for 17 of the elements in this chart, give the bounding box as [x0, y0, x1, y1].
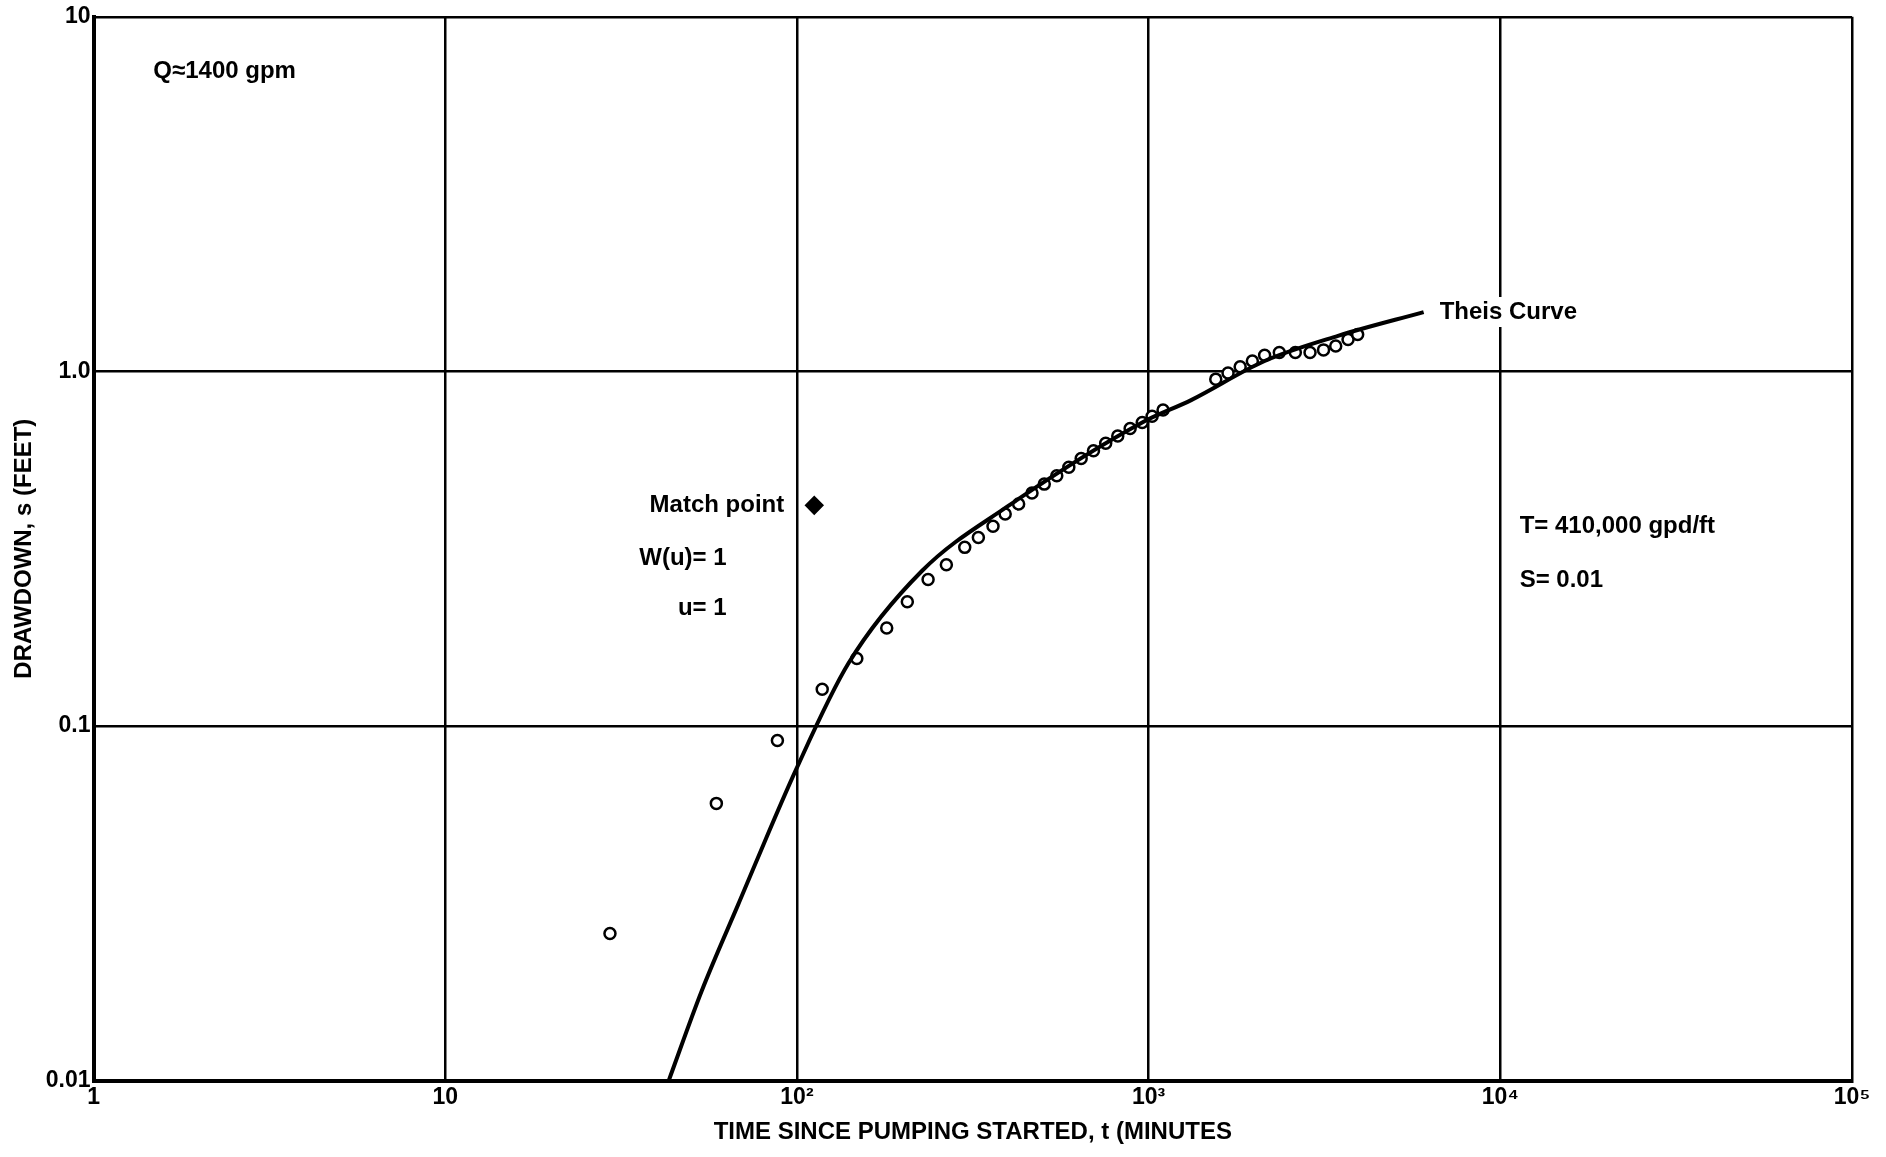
annotation: Q≈1400 gpm	[153, 55, 296, 83]
annotation: S= 0.01	[1519, 565, 1604, 593]
y-axis-title: DRAWDOWN, s (FEET)	[9, 418, 37, 679]
y-tick-label: 1.0	[58, 356, 91, 383]
series-label: Theis Curve	[1439, 296, 1578, 324]
x-axis-title: TIME SINCE PUMPING STARTED, t (MINUTES	[713, 1117, 1232, 1145]
x-tick-label: 10⁵	[1833, 1082, 1871, 1109]
y-tick-label: 10	[64, 2, 91, 29]
x-tick-label: 10⁴	[1481, 1082, 1519, 1109]
annotation: T= 410,000 gpd/ft	[1519, 510, 1716, 538]
x-tick-label: 10³	[1132, 1082, 1166, 1109]
x-tick-label: 10	[432, 1082, 459, 1109]
x-tick-label: 10²	[780, 1082, 814, 1109]
annotation: u= 1	[677, 592, 727, 620]
y-tick-label: 0.1	[58, 711, 91, 738]
annotation: Match point	[649, 489, 785, 517]
annotation: W(u)= 1	[639, 542, 727, 570]
